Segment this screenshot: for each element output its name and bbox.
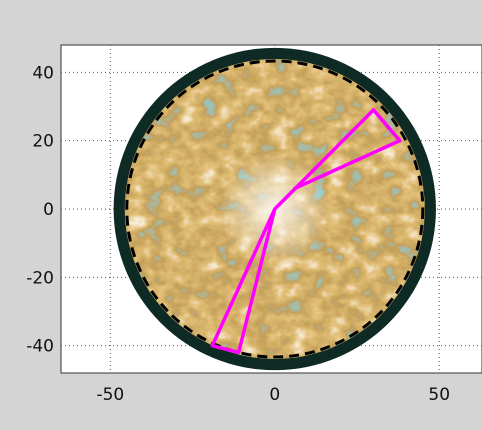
marker-point-1-1 [210, 344, 214, 348]
y-tick-label: 20 [32, 132, 54, 152]
x-tick-label: 50 [428, 385, 450, 405]
x-tick-labels: -50 0 50 [96, 385, 450, 405]
marker-point-0-1 [371, 108, 375, 112]
marker-series-1 [210, 208, 277, 355]
marker-point-1-2 [237, 351, 241, 354]
marker-point-0-3 [293, 187, 297, 190]
y-tick-label: -20 [26, 268, 54, 288]
marker-series-0 [273, 108, 402, 211]
x-tick-label: -50 [96, 385, 124, 405]
y-tick-label: -40 [26, 337, 54, 357]
marker-lines [210, 108, 402, 355]
y-tick-labels: 40 20 0 -20 -40 [26, 63, 54, 356]
x-tick-label: 0 [269, 385, 280, 405]
marker-point-1-3 [273, 207, 277, 211]
marker-point-0-2 [398, 139, 402, 143]
y-tick-label: 40 [32, 63, 54, 83]
y-tick-label: 0 [43, 200, 54, 220]
dashed-circle [125, 59, 425, 359]
